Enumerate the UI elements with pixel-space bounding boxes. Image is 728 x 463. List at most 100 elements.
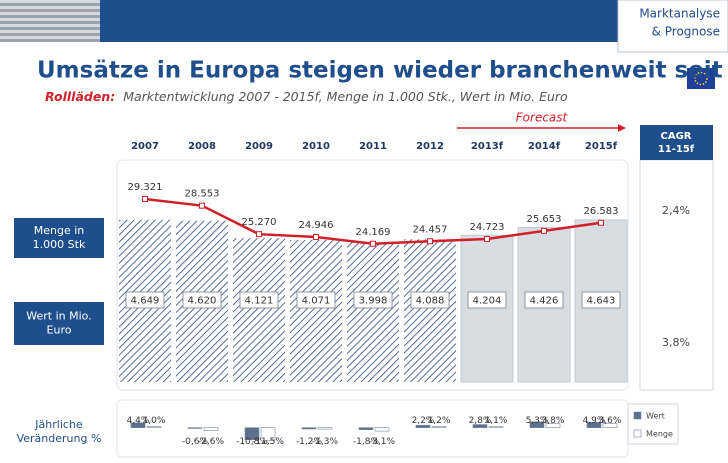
x-tick-label: 2008 [188, 141, 216, 152]
x-tick-label: 2011 [359, 141, 387, 152]
change-label: -0,6% [182, 437, 209, 447]
legend-swatch [633, 411, 642, 420]
x-tick-label: 2012 [416, 141, 444, 152]
cagr-column [639, 159, 714, 391]
brand: Marktanalyse [639, 7, 720, 21]
change-bar [244, 427, 260, 440]
x-tick-label: 2007 [131, 141, 159, 152]
cagr-title: CAGR [661, 131, 692, 142]
change-bar [187, 427, 203, 429]
value-label: 4.121 [245, 296, 274, 307]
change-label: -1,3% [312, 437, 339, 447]
x-tick-label: 2010 [302, 141, 330, 152]
value-label-box [296, 291, 336, 309]
value-label: 4.620 [188, 296, 217, 307]
value-label: 24.457 [413, 224, 448, 235]
value-label-box [125, 291, 165, 309]
x-tick-label: 2009 [245, 141, 273, 152]
cagr-header [640, 125, 713, 160]
forecast-label: Forecast [516, 111, 569, 125]
forecast-arrowhead [618, 124, 626, 132]
change-bar [431, 426, 447, 428]
value-label-box [581, 291, 621, 309]
value-label: 25.270 [242, 217, 277, 228]
header-stripes [0, 0, 100, 42]
change-label: 1,1% [485, 416, 508, 426]
legend-box [627, 403, 679, 445]
bar [404, 239, 456, 382]
value-label-box [524, 291, 564, 309]
bar [233, 238, 285, 382]
row-label: Wert in Mio. [26, 310, 91, 323]
change-label: 3,8% [542, 416, 565, 426]
change-label: 2,2% [412, 416, 435, 426]
change-label: 1,0% [143, 416, 166, 426]
change-bar [260, 427, 276, 441]
change-label: -11,5% [252, 437, 284, 447]
change-label: 1,2% [428, 416, 451, 426]
change-bar [358, 427, 374, 430]
change-bar [488, 426, 504, 428]
value-label: 4.426 [530, 296, 559, 307]
line-marker [256, 231, 262, 238]
value-label: 3.998 [359, 296, 388, 307]
cagr-title: 11-15f [658, 144, 695, 155]
value-label-box [239, 291, 279, 309]
change-bar [586, 421, 602, 428]
change-bar [203, 427, 219, 431]
row-label: Veränderung % [17, 432, 102, 445]
value-label: 4.643 [587, 296, 616, 307]
cagr-value: 3,8% [662, 336, 690, 349]
value-label-box [182, 291, 222, 309]
value-label: 24.169 [356, 227, 391, 238]
bar [347, 242, 399, 382]
line-marker [142, 195, 148, 202]
subtitle-lead: Rollläden: [45, 89, 115, 104]
line-marker [313, 234, 319, 241]
change-bar [602, 423, 618, 428]
value-label: 24.723 [470, 222, 505, 233]
chart-title: Umsätze in Europa steigen wieder branche… [37, 58, 728, 84]
line-marker [541, 227, 547, 234]
value-label: 24.946 [299, 220, 334, 231]
change-bar [374, 427, 390, 432]
cagr-value: 2,4% [662, 204, 690, 217]
bar [290, 239, 342, 382]
change-bar [317, 427, 333, 430]
row-label-box [14, 302, 104, 345]
change-bar [146, 426, 162, 428]
change-label: 2,8% [469, 416, 492, 426]
x-tick-label: 2015f [585, 141, 618, 152]
change-bar [472, 424, 488, 428]
line-marker [484, 235, 490, 242]
brand: & Prognose [652, 25, 720, 39]
change-bar [545, 423, 561, 428]
change-bar [415, 424, 431, 428]
row-label-box [14, 218, 104, 258]
change-label: -3,1% [369, 437, 396, 447]
legend-swatch [633, 429, 642, 438]
row-label: Menge in [34, 224, 85, 237]
change-label: 5,3% [526, 416, 549, 426]
change-label: -1,8% [353, 437, 380, 447]
value-label-box [353, 291, 393, 309]
value-label: 4.071 [302, 296, 331, 307]
change-bar [301, 427, 317, 430]
line-marker [199, 202, 205, 209]
change-bar [529, 421, 545, 428]
value-label: 26.583 [584, 206, 619, 217]
value-label: 4.204 [473, 296, 502, 307]
brand-box [617, 0, 728, 53]
subtitle: Rollläden: Marktentwicklung 2007 - 2015f… [45, 89, 568, 104]
header-band [100, 0, 618, 42]
value-label-box [410, 291, 450, 309]
value-label: 4.649 [131, 296, 160, 307]
change-label: -1,2% [296, 437, 323, 447]
x-tick-label: 2013f [471, 141, 504, 152]
row-label: Euro [47, 324, 72, 337]
row-label: Jährliche [34, 418, 83, 431]
bar [460, 234, 514, 383]
row-label: 1.000 Stk [33, 238, 86, 251]
change-label: -10,8% [236, 437, 268, 447]
